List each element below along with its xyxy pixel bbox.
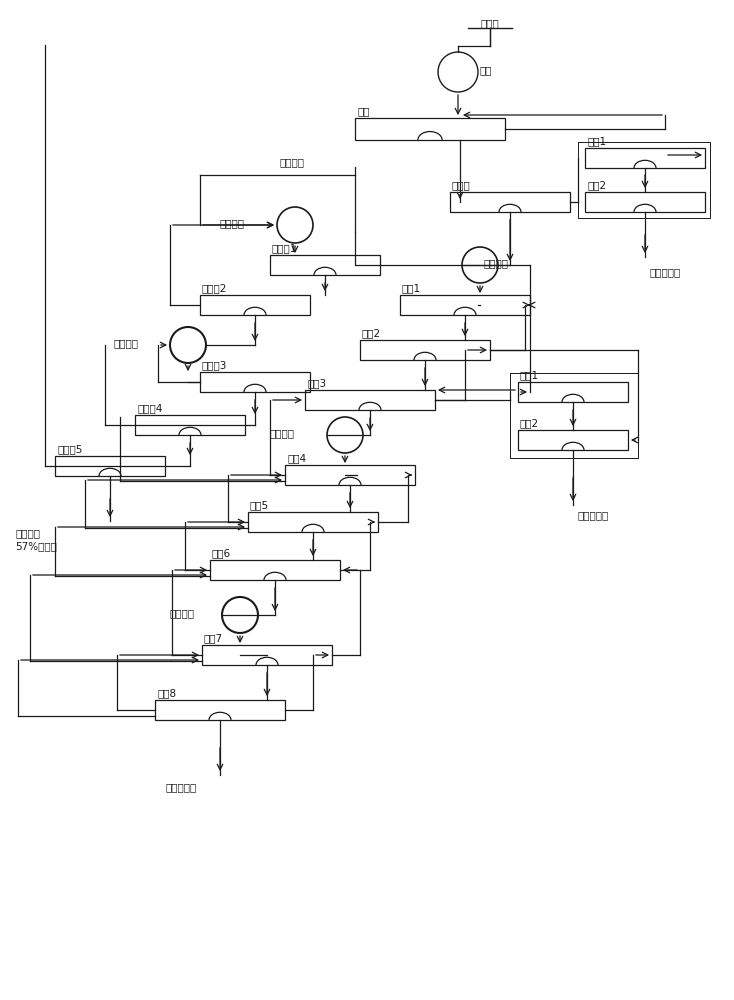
Text: 一段擦洗: 一段擦洗 bbox=[170, 608, 195, 618]
Text: 一段再磨: 一段再磨 bbox=[220, 218, 245, 228]
Text: 钼精扫尾矿: 钼精扫尾矿 bbox=[578, 510, 609, 520]
Text: 钼粗扫尾矿: 钼粗扫尾矿 bbox=[650, 267, 681, 277]
Text: 精选4: 精选4 bbox=[287, 453, 306, 463]
Text: 57%钼精矿: 57%钼精矿 bbox=[15, 541, 57, 551]
Bar bbox=[248, 512, 378, 532]
Bar bbox=[155, 700, 285, 720]
Text: 精选3: 精选3 bbox=[307, 378, 326, 388]
Text: 粗选: 粗选 bbox=[357, 106, 369, 116]
Text: 快速浮选: 快速浮选 bbox=[280, 157, 305, 167]
Bar bbox=[355, 118, 505, 140]
Text: 精选1: 精选1 bbox=[402, 283, 421, 293]
Text: 钼原矿: 钼原矿 bbox=[481, 18, 499, 28]
Text: 快浮精5: 快浮精5 bbox=[57, 444, 82, 454]
Bar bbox=[360, 340, 490, 360]
Bar bbox=[305, 390, 435, 410]
Text: 精选6: 精选6 bbox=[212, 548, 231, 558]
Text: 一段再磨: 一段再磨 bbox=[483, 258, 508, 268]
Bar bbox=[270, 255, 380, 275]
Bar bbox=[585, 148, 705, 168]
Bar bbox=[210, 560, 340, 580]
Bar bbox=[200, 295, 310, 315]
Bar bbox=[585, 192, 705, 212]
Text: 快浮精2: 快浮精2 bbox=[202, 283, 228, 293]
Text: 精选7: 精选7 bbox=[204, 633, 223, 643]
Text: 二段再磨: 二段再磨 bbox=[113, 338, 138, 348]
Bar bbox=[518, 382, 628, 402]
Text: 预精选: 预精选 bbox=[452, 180, 470, 190]
Text: 精选8: 精选8 bbox=[157, 688, 176, 698]
Text: 普通钼精矿: 普通钼精矿 bbox=[165, 782, 196, 792]
Text: 快浮精3: 快浮精3 bbox=[202, 360, 228, 370]
Text: 精扫2: 精扫2 bbox=[520, 418, 539, 428]
Text: 品位大于: 品位大于 bbox=[15, 528, 40, 538]
Bar bbox=[202, 645, 332, 665]
Bar bbox=[200, 372, 310, 392]
Text: 精选2: 精选2 bbox=[362, 328, 381, 338]
Text: 快浮精1: 快浮精1 bbox=[272, 243, 297, 253]
Text: 粗扫1: 粗扫1 bbox=[587, 136, 606, 146]
Text: 粗扫2: 粗扫2 bbox=[587, 180, 606, 190]
Bar bbox=[285, 465, 415, 485]
Bar bbox=[400, 295, 530, 315]
Bar bbox=[135, 415, 245, 435]
Text: 精扫1: 精扫1 bbox=[520, 370, 539, 380]
Bar bbox=[55, 456, 165, 476]
Text: 磨矿: 磨矿 bbox=[480, 65, 493, 75]
Bar bbox=[518, 430, 628, 450]
Bar bbox=[450, 192, 570, 212]
Text: 快浮精4: 快浮精4 bbox=[137, 403, 162, 413]
Text: 二段再磨: 二段再磨 bbox=[270, 428, 295, 438]
Text: 精选5: 精选5 bbox=[250, 500, 269, 510]
